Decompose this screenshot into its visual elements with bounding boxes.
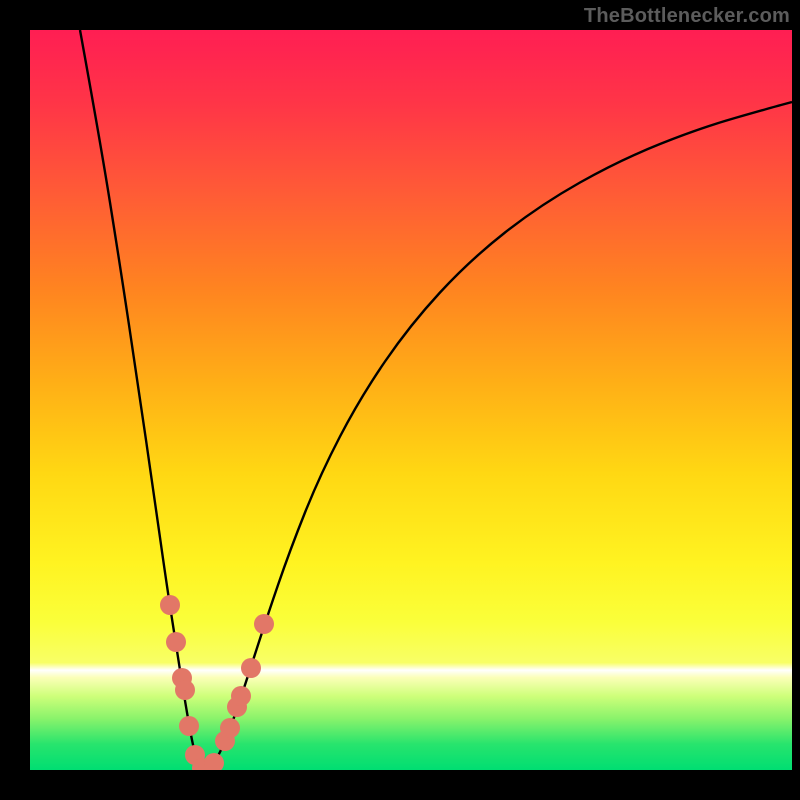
gradient-background <box>30 30 792 770</box>
plot-svg <box>30 30 792 770</box>
data-marker <box>241 658 261 678</box>
border-right <box>792 0 800 800</box>
data-marker <box>220 718 240 738</box>
border-left <box>0 0 30 800</box>
plot-area <box>30 30 792 770</box>
data-marker <box>231 686 251 706</box>
data-marker <box>254 614 274 634</box>
data-marker <box>179 716 199 736</box>
data-marker <box>175 680 195 700</box>
data-marker <box>166 632 186 652</box>
watermark-text: TheBottlenecker.com <box>584 5 790 28</box>
border-bottom <box>0 770 800 800</box>
data-marker <box>160 595 180 615</box>
chart-root: TheBottlenecker.com <box>0 0 800 800</box>
